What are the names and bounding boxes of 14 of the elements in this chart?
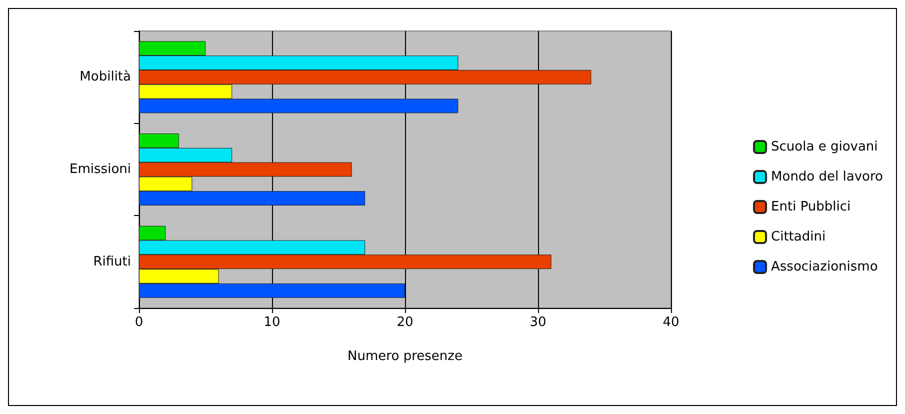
legend-label: Associazionismo — [771, 260, 878, 274]
x-tick-label: 40 — [662, 315, 680, 330]
y-tick-label: Rifiuti — [93, 254, 131, 270]
x-axis-title: Numero presenze — [348, 349, 462, 364]
x-tick-label: 20 — [396, 315, 414, 330]
legend-label: Cittadini — [771, 230, 826, 244]
legend-label: Scuola e giovani — [771, 140, 878, 154]
x-tick-label: 30 — [530, 315, 546, 330]
y-tick-label: Mobilità — [80, 70, 131, 85]
x-tick-label: 0 — [134, 315, 144, 330]
x-tick-label: 10 — [264, 315, 280, 330]
legend-label: Enti Pubblici — [771, 200, 851, 214]
y-tick-label: Emissioni — [70, 162, 131, 177]
legend-label: Mondo del lavoro — [771, 170, 884, 184]
